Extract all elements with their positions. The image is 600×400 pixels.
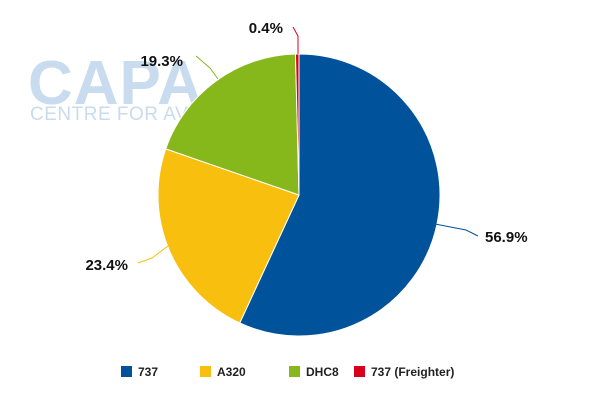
leader-line-dhc8 [195,55,219,80]
pie-slice-737 [239,53,441,337]
legend-item-a320: A320 [200,365,246,379]
legend-swatch-dhc8 [289,366,300,377]
legend-item-737: 737 [121,365,158,379]
legend-label-737: 737 [138,365,158,379]
leader-line-a320 [137,242,173,264]
data-label-dhc8: 19.3% [140,53,183,70]
legend-label-737-freighter: 737 (Freighter) [371,365,454,379]
legend-swatch-737 [121,366,132,377]
data-labels: 56.9% 23.4% 19.3% 0.4% [85,20,527,274]
legend: 737 A320 DHC8 737 (Freighter) [121,365,454,379]
legend-swatch-737-freighter [354,366,365,377]
legend-swatch-a320 [200,366,211,377]
pie-slice-dhc8 [165,53,300,196]
legend-item-dhc8: DHC8 [289,365,339,379]
leader-line-737-freighter [292,26,299,54]
legend-item-737-freighter: 737 (Freighter) [354,365,454,379]
leader-lines [137,26,479,264]
legend-label-dhc8: DHC8 [306,365,339,379]
legend-label-a320: A320 [217,365,246,379]
data-label-737-freighter: 0.4% [249,20,283,37]
pie-slice-737-freighter [294,53,300,196]
pie-slices [157,53,441,337]
pie-slice-a320 [157,148,300,324]
data-label-a320: 23.4% [85,257,128,274]
leader-line-737 [434,223,479,237]
data-label-737: 56.9% [485,229,528,246]
watermark-logo-text: CAPA [28,49,203,118]
